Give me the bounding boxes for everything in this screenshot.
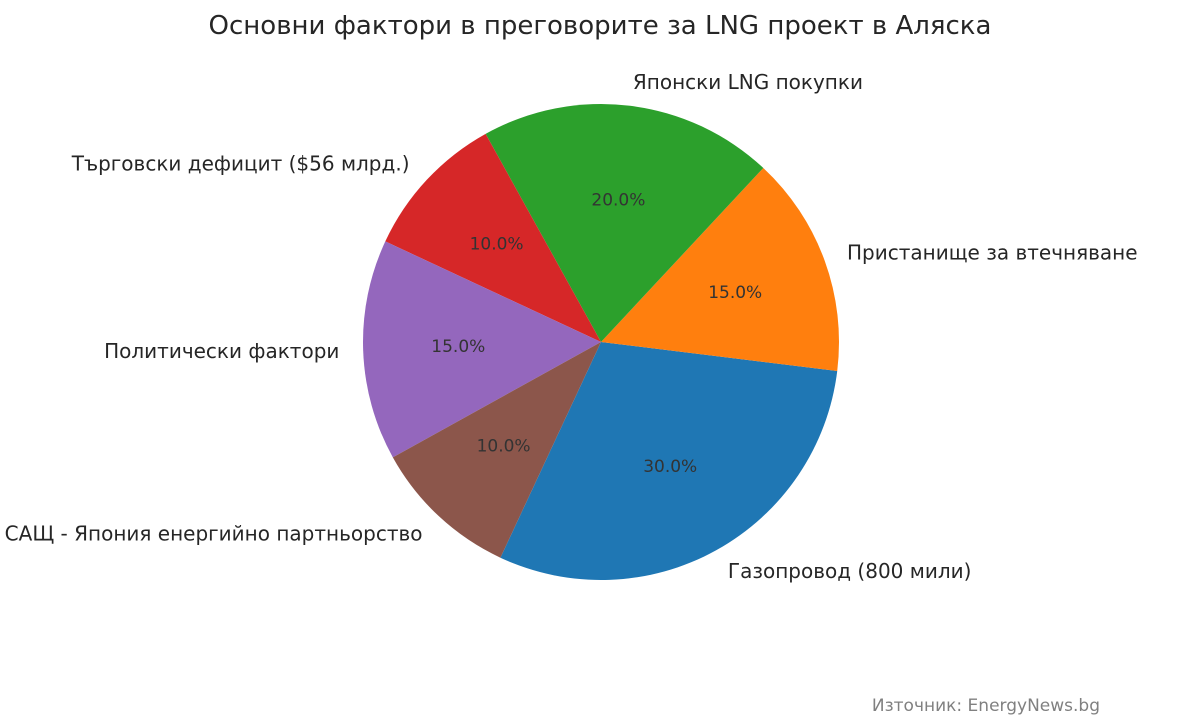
percentage-labels: 30.0% 15.0% 20.0% 10.0% 15.0% 10.0%: [431, 190, 762, 477]
slice-category-label: Газопровод (800 мили): [728, 559, 972, 583]
slice-category-label: Японски LNG покупки: [633, 70, 863, 94]
pie-slice: [601, 167, 840, 371]
slice-percentage-label: 15.0%: [431, 337, 485, 357]
slice-percentage-label: 15.0%: [708, 283, 762, 303]
slice-percentage-label: 10.0%: [470, 235, 524, 255]
source-note: Източник: EnergyNews.bg: [872, 696, 1100, 716]
pie-slice: [485, 104, 764, 342]
slice-category-label: САЩ - Япония енергийно партньорство: [5, 522, 423, 546]
slice-percentage-label: 10.0%: [477, 436, 531, 456]
slice-percentage-label: 30.0%: [643, 457, 697, 477]
slice-category-label: Политически фактори: [104, 339, 339, 363]
pie-slices: [363, 104, 840, 580]
pie-slice: [385, 133, 601, 342]
slice-category-label: Търговски дефицит ($56 млрд.): [71, 152, 410, 176]
slice-labels: Газопровод (800 мили) Пристанище за втечн…: [5, 70, 1138, 583]
pie-slice: [392, 342, 601, 558]
slice-percentage-label: 20.0%: [591, 190, 645, 210]
slice-category-label: Пристанище за втечняване: [847, 241, 1138, 265]
chart-title: Основни фактори в преговорите за LNG про…: [209, 11, 992, 41]
pie-slice: [363, 241, 601, 458]
pie-slice: [500, 342, 838, 580]
